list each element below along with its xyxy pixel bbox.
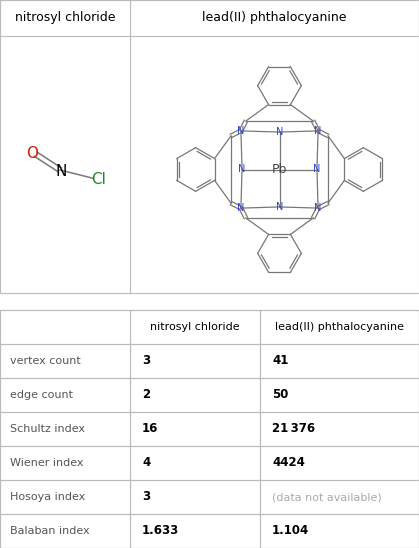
Bar [260,310,419,344]
Bar [0,412,130,446]
Bar [0,514,130,548]
Text: Hosoya index: Hosoya index [10,492,85,502]
Bar [260,344,419,378]
Text: N: N [237,126,245,136]
Bar [0,446,130,480]
Bar [260,378,419,412]
Bar [130,446,260,480]
Text: N: N [238,164,246,174]
Bar [0,480,130,514]
Text: Wiener index: Wiener index [10,458,83,468]
Bar [130,378,260,412]
Text: 1.633: 1.633 [142,524,179,538]
Text: N: N [313,164,321,174]
Text: 21 376: 21 376 [272,423,315,436]
Text: lead(II) phthalocyanine: lead(II) phthalocyanine [202,12,347,25]
Bar [130,310,260,344]
Text: 1.104: 1.104 [272,524,309,538]
Bar [260,514,419,548]
Text: Pb: Pb [272,163,287,176]
Text: nitrosyl chloride: nitrosyl chloride [150,322,240,332]
Text: (data not available): (data not available) [272,492,382,502]
Text: N: N [237,203,245,213]
Bar [260,480,419,514]
Bar [0,310,419,548]
Bar [130,480,260,514]
Text: vertex count: vertex count [10,356,81,366]
Text: 41: 41 [272,355,288,368]
Text: 50: 50 [272,389,288,402]
Text: N: N [55,163,67,179]
Bar [130,412,260,446]
Text: 4424: 4424 [272,456,305,470]
Bar [130,344,260,378]
Text: edge count: edge count [10,390,73,400]
Text: N: N [314,203,322,213]
Bar [0,310,130,344]
Text: N: N [276,202,283,212]
Text: 3: 3 [142,355,150,368]
Text: 16: 16 [142,423,158,436]
Text: Balaban index: Balaban index [10,526,90,536]
Text: Schultz index: Schultz index [10,424,85,434]
Bar [260,412,419,446]
Bar [130,514,260,548]
Bar [0,378,130,412]
Text: 4: 4 [142,456,150,470]
Text: O: O [27,146,39,161]
Text: 2: 2 [142,389,150,402]
Text: N: N [276,127,283,137]
Text: nitrosyl chloride: nitrosyl chloride [15,12,115,25]
Text: Cl: Cl [91,172,106,187]
Bar [0,0,419,293]
Bar [0,344,130,378]
Text: lead(II) phthalocyanine: lead(II) phthalocyanine [275,322,404,332]
Text: N: N [314,126,322,136]
Bar [260,446,419,480]
Bar [0,0,419,36]
Text: 3: 3 [142,490,150,504]
